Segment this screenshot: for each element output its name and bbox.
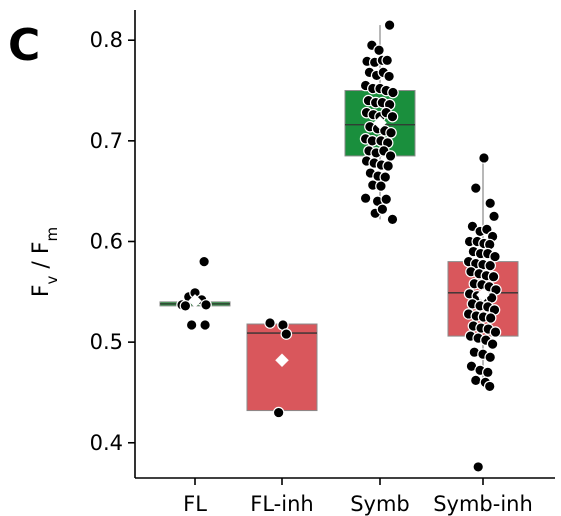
data-point-fl (179, 300, 192, 312)
mean-marker-fl-inh (275, 353, 289, 368)
data-point-symb (382, 160, 394, 172)
data-point-symb (384, 150, 397, 162)
data-point-symb-inh (484, 197, 496, 210)
data-point-symb-inh (483, 380, 496, 393)
x-tick-label: FL-inh (250, 492, 313, 516)
svg-text:Fv / Fm: Fv / Fm (29, 227, 61, 297)
data-point-symb-inh (469, 182, 482, 194)
data-point-fl (199, 319, 211, 331)
y-tick-label: 0.7 (90, 129, 123, 153)
data-point-symb-inh (487, 270, 500, 283)
y-tick-label: 0.4 (90, 431, 123, 455)
data-point-fl (185, 319, 198, 331)
x-tick-label: Symb (350, 492, 410, 516)
ylabel-f1: F (29, 284, 54, 297)
y-tick-label: 0.8 (90, 28, 123, 52)
data-point-symb-inh (472, 461, 484, 473)
panel-label: C (8, 20, 40, 71)
ylabel-sub2: m (43, 227, 61, 242)
ylabel-sep: / (29, 254, 54, 275)
data-point-symb (381, 54, 393, 67)
data-point-fl-inh (280, 328, 293, 340)
data-point-symb (385, 126, 397, 139)
data-point-symb-inh (486, 338, 499, 350)
data-point-symb-inh (489, 250, 501, 263)
data-point-symb-inh (484, 259, 496, 272)
data-point-symb-inh (469, 374, 482, 387)
y-tick-label: 0.6 (90, 229, 123, 253)
data-point-symb-inh (484, 351, 496, 364)
data-point-symb (386, 110, 399, 123)
data-point-symb (359, 192, 372, 205)
data-point-symb (383, 70, 395, 83)
data-point-symb-inh (484, 312, 497, 324)
mean-marker-symb (373, 115, 387, 130)
data-point-symb (373, 44, 385, 57)
data-point-fl-inh (264, 317, 276, 329)
data-point-symb-inh (488, 210, 500, 223)
data-point-fl-inh (272, 406, 285, 419)
y-axis-label: Fv / Fm (29, 227, 61, 297)
mean-marker-fl (188, 294, 202, 308)
y-tick-label: 0.5 (90, 330, 123, 354)
mean-marker-symb-inh (476, 287, 490, 302)
ylabel-sub1: v (43, 275, 61, 284)
ylabel-f2: F (29, 242, 54, 255)
data-point-symb (386, 213, 399, 226)
data-point-symb (387, 86, 399, 99)
data-point-symb-inh (478, 152, 490, 164)
data-point-symb (383, 19, 396, 31)
x-tick-label: FL (183, 492, 207, 516)
data-point-symb (376, 203, 389, 216)
box-fl-inh (246, 323, 318, 412)
data-point-fl (198, 255, 210, 268)
x-tick-label: Symb-inh (433, 492, 533, 516)
data-point-fl (200, 299, 212, 311)
data-point-symb (375, 180, 387, 192)
data-point-symb (380, 193, 393, 206)
data-point-symb-inh (481, 366, 494, 379)
data-point-symb-inh (489, 326, 502, 338)
plot-area: 0.4 0.5 0.6 0.7 0.8 FL FL-inh Symb Symb-inh (90, 10, 555, 516)
